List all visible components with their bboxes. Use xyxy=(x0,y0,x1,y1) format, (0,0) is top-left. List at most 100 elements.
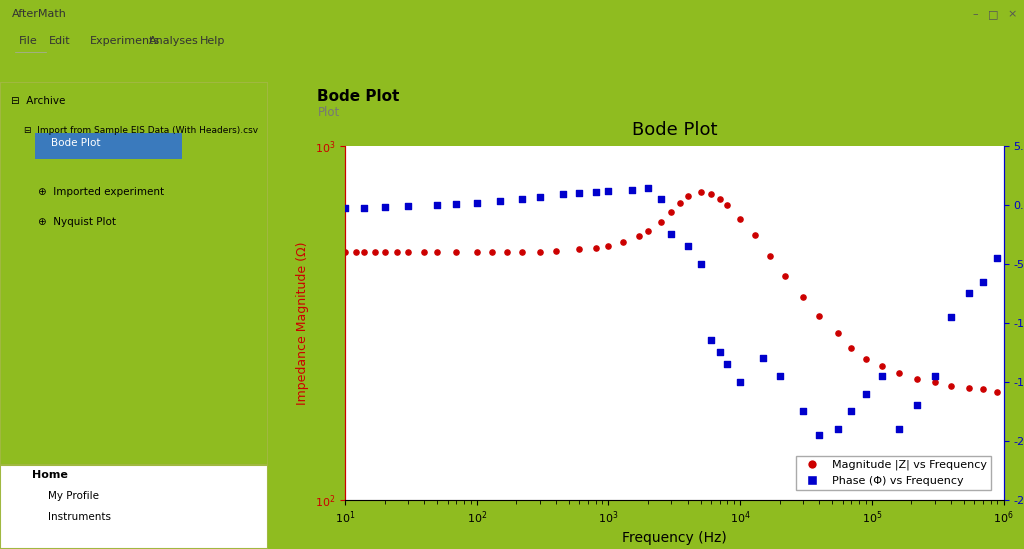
Point xyxy=(719,201,735,210)
Text: Help: Help xyxy=(200,36,225,46)
Point xyxy=(368,248,384,257)
Point xyxy=(469,198,485,207)
Point xyxy=(356,204,373,213)
Point xyxy=(777,271,794,280)
Point xyxy=(908,374,925,383)
Point xyxy=(337,248,353,257)
Point xyxy=(943,312,959,321)
Text: ⊕  Nyquist Plot: ⊕ Nyquist Plot xyxy=(38,217,116,227)
Point xyxy=(624,185,640,194)
Point xyxy=(492,197,508,206)
Title: Bode Plot: Bode Plot xyxy=(632,121,717,139)
Point xyxy=(600,187,616,195)
Point xyxy=(874,372,891,380)
Point xyxy=(692,260,709,268)
Point xyxy=(449,248,465,257)
Text: ⊟  Archive: ⊟ Archive xyxy=(10,96,66,106)
Point xyxy=(858,389,874,398)
Point xyxy=(762,251,778,260)
Text: My Profile: My Profile xyxy=(48,491,99,501)
Point xyxy=(399,201,416,210)
Point xyxy=(702,190,719,199)
Point xyxy=(588,244,604,253)
Point xyxy=(531,248,548,256)
Point xyxy=(795,292,811,301)
Point xyxy=(347,248,364,257)
Point xyxy=(356,248,373,257)
Point xyxy=(746,231,763,239)
Text: Plot: Plot xyxy=(317,106,340,119)
Point xyxy=(672,199,688,208)
Point xyxy=(615,238,632,247)
Point xyxy=(399,248,416,257)
X-axis label: Frequency (Hz): Frequency (Hz) xyxy=(622,531,727,546)
Point xyxy=(811,312,827,321)
Text: Analyses: Analyses xyxy=(148,36,199,46)
Point xyxy=(962,289,978,298)
Point xyxy=(927,372,943,380)
Point xyxy=(377,248,393,257)
Point xyxy=(712,348,728,357)
Point xyxy=(449,199,465,208)
Legend: Magnitude |Z| vs Frequency, Phase (Φ) vs Frequency: Magnitude |Z| vs Frequency, Phase (Φ) vs… xyxy=(797,456,991,490)
Text: ⊕  Imported experiment: ⊕ Imported experiment xyxy=(38,187,164,197)
Text: AfterMath: AfterMath xyxy=(12,9,68,19)
Text: Instruments: Instruments xyxy=(48,512,112,522)
Point xyxy=(829,329,846,338)
Point xyxy=(874,362,891,371)
Point xyxy=(652,195,669,204)
Text: □: □ xyxy=(988,9,998,19)
Point xyxy=(811,430,827,439)
Point xyxy=(652,217,669,226)
Text: Edit: Edit xyxy=(49,36,71,46)
Point xyxy=(337,204,353,213)
Point xyxy=(377,203,393,212)
Point xyxy=(795,407,811,416)
Point xyxy=(600,242,616,251)
Point xyxy=(483,248,500,257)
Point xyxy=(908,401,925,410)
Point xyxy=(732,215,749,224)
Bar xyxy=(0,465,268,549)
Point xyxy=(571,245,588,254)
Text: ⊟  Import from Sample EIS Data (With Headers).csv: ⊟ Import from Sample EIS Data (With Head… xyxy=(25,126,258,135)
Point xyxy=(989,254,1006,262)
Point xyxy=(989,387,1006,396)
Point xyxy=(843,344,859,352)
Point xyxy=(514,248,530,257)
Point xyxy=(772,372,788,380)
Point xyxy=(680,242,696,250)
Point xyxy=(640,184,656,193)
Point xyxy=(588,188,604,197)
Point xyxy=(680,192,696,201)
Point xyxy=(755,354,771,362)
Point xyxy=(712,194,728,203)
Text: Experiments: Experiments xyxy=(90,36,161,46)
Bar xyxy=(35,133,182,159)
Point xyxy=(664,230,680,239)
Point xyxy=(927,378,943,386)
Point xyxy=(702,336,719,345)
Point xyxy=(732,377,749,386)
Point xyxy=(499,248,515,257)
Point xyxy=(719,360,735,368)
Text: Bode Plot: Bode Plot xyxy=(317,89,399,104)
Point xyxy=(975,385,991,394)
Point xyxy=(469,248,485,257)
Point xyxy=(429,200,445,209)
Point xyxy=(429,248,445,257)
Point xyxy=(891,368,907,377)
Point xyxy=(891,424,907,433)
Point xyxy=(631,232,647,241)
Point xyxy=(829,424,846,433)
Text: Home: Home xyxy=(32,469,68,480)
Text: ×: × xyxy=(1007,9,1017,19)
Point xyxy=(571,189,588,198)
Point xyxy=(555,190,571,199)
Point xyxy=(514,195,530,204)
Point xyxy=(943,381,959,390)
Point xyxy=(531,192,548,201)
Point xyxy=(664,208,680,216)
Text: Bode Plot: Bode Plot xyxy=(51,138,100,148)
Point xyxy=(548,247,564,255)
